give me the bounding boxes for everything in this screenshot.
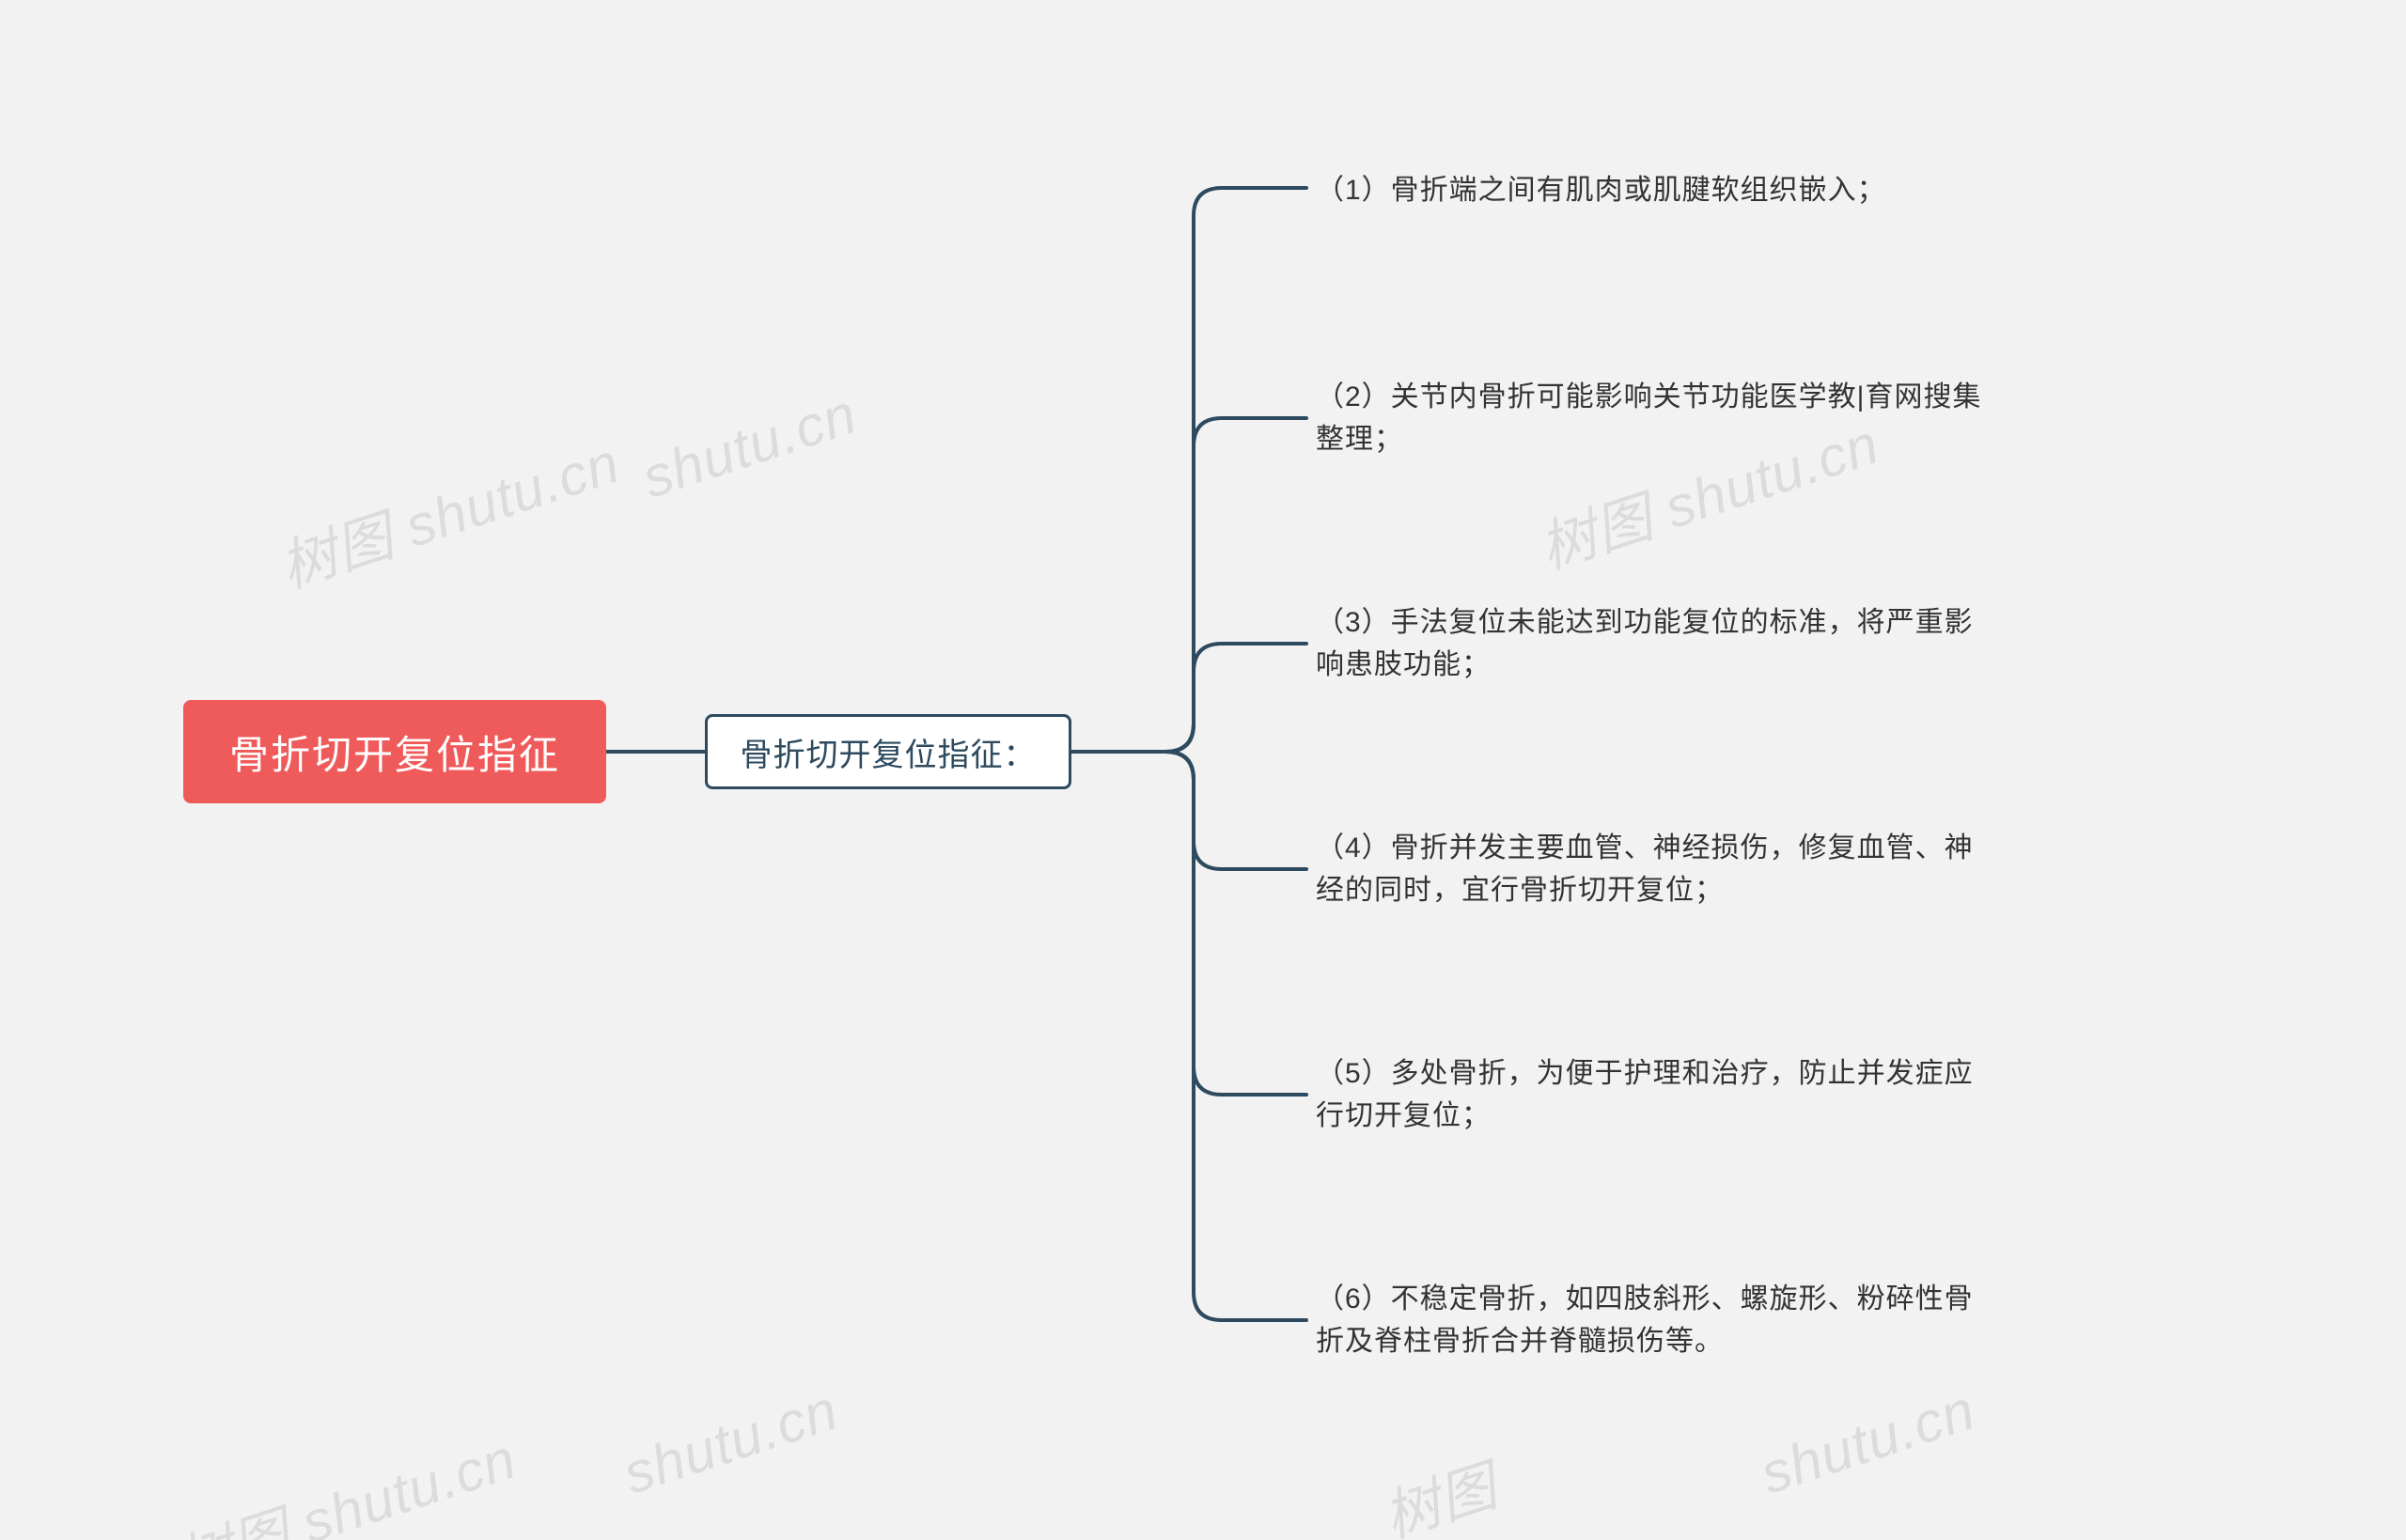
leaf-label: （3）手法复位未能达到功能复位的标准，将严重影响患肢功能； <box>1316 607 1974 680</box>
watermark: 树图 shutu.cn <box>165 1413 525 1540</box>
branch-label: 骨折切开复位指征： <box>741 729 1037 775</box>
leaf-node-6: （6）不稳定骨折，如四肢斜形、螺旋形、粉碎性骨折及脊柱骨折合并脊髓损伤等。 <box>1316 1278 1992 1362</box>
watermark: shutu.cn <box>616 1377 846 1506</box>
root-node: 骨折切开复位指征 <box>183 700 606 803</box>
leaf-node-4: （4）骨折并发主要血管、神经损伤，修复血管、神经的同时，宜行骨折切开复位； <box>1316 827 1992 911</box>
leaf-node-1: （1）骨折端之间有肌肉或肌腱软组织嵌入； <box>1316 169 1886 211</box>
watermark: shutu.cn <box>1753 1377 1983 1506</box>
root-label: 骨折切开复位指征 <box>229 723 560 781</box>
leaf-label: （1）骨折端之间有肌肉或肌腱软组织嵌入； <box>1316 175 1886 206</box>
mindmap-canvas: 骨折切开复位指征 骨折切开复位指征： （1）骨折端之间有肌肉或肌腱软组织嵌入； … <box>0 0 2406 1540</box>
leaf-node-5: （5）多处骨折，为便于护理和治疗，防止并发症应行切开复位； <box>1316 1052 1992 1137</box>
leaf-label: （6）不稳定骨折，如四肢斜形、螺旋形、粉碎性骨折及脊柱骨折合并脊髓损伤等。 <box>1316 1283 1974 1357</box>
leaf-label: （5）多处骨折，为便于护理和治疗，防止并发症应行切开复位； <box>1316 1058 1974 1131</box>
leaf-label: （4）骨折并发主要血管、神经损伤，修复血管、神经的同时，宜行骨折切开复位； <box>1316 832 1974 906</box>
leaf-node-2: （2）关节内骨折可能影响关节功能医学教|育网搜集整理； <box>1316 376 1992 460</box>
leaf-node-3: （3）手法复位未能达到功能复位的标准，将严重影响患肢功能； <box>1316 601 1992 686</box>
leaf-label: （2）关节内骨折可能影响关节功能医学教|育网搜集整理； <box>1316 381 1981 455</box>
watermark: 树图 shutu.cn <box>269 417 629 603</box>
branch-node: 骨折切开复位指征： <box>705 714 1071 789</box>
watermark: shutu.cn <box>634 381 865 510</box>
watermark: 树图 <box>1372 1440 1507 1540</box>
